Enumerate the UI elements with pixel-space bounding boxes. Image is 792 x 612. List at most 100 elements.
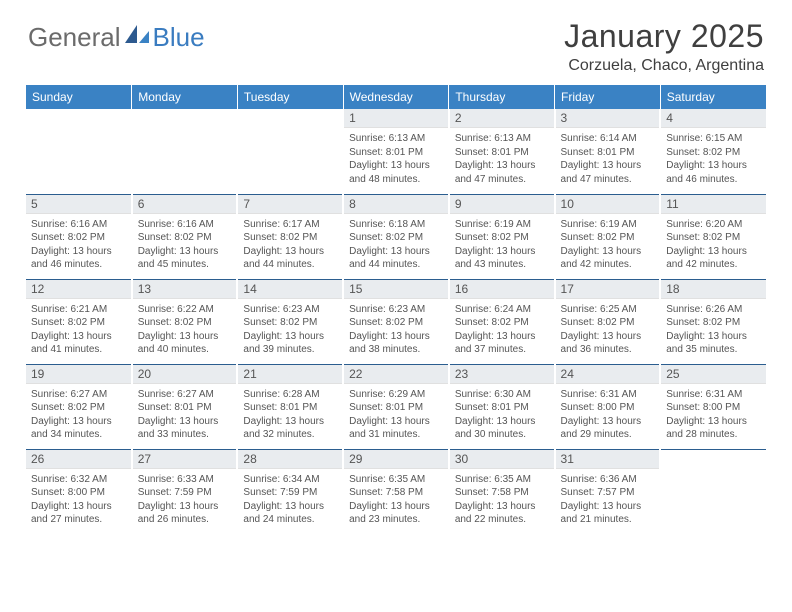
daylight-line: Daylight: 13 hours and 45 minutes. — [138, 245, 232, 272]
day-details: Sunrise: 6:32 AMSunset: 8:00 PMDaylight:… — [26, 469, 131, 529]
calendar-week-row: 26Sunrise: 6:32 AMSunset: 8:00 PMDayligh… — [26, 449, 766, 534]
calendar-cell: 3Sunrise: 6:14 AMSunset: 8:01 PMDaylight… — [555, 109, 661, 194]
daylight-line: Daylight: 13 hours and 37 minutes. — [455, 330, 549, 357]
day-details: Sunrise: 6:33 AMSunset: 7:59 PMDaylight:… — [133, 469, 237, 529]
calendar-week-row: 19Sunrise: 6:27 AMSunset: 8:02 PMDayligh… — [26, 364, 766, 449]
daylight-line: Daylight: 13 hours and 36 minutes. — [561, 330, 655, 357]
sunrise-line: Sunrise: 6:29 AM — [349, 388, 443, 402]
daylight-line: Daylight: 13 hours and 47 minutes. — [455, 159, 549, 186]
day-details: Sunrise: 6:25 AMSunset: 8:02 PMDaylight:… — [556, 299, 660, 359]
day-details: Sunrise: 6:21 AMSunset: 8:02 PMDaylight:… — [26, 299, 131, 359]
day-number: 26 — [26, 450, 131, 469]
sunset-line: Sunset: 8:01 PM — [455, 401, 549, 415]
day-number: 28 — [238, 450, 342, 469]
sunrise-line: Sunrise: 6:14 AM — [561, 132, 655, 146]
day-details: Sunrise: 6:13 AMSunset: 8:01 PMDaylight:… — [450, 128, 554, 188]
calendar-cell: 2Sunrise: 6:13 AMSunset: 8:01 PMDaylight… — [449, 109, 555, 194]
calendar-cell: 21Sunrise: 6:28 AMSunset: 8:01 PMDayligh… — [237, 364, 343, 449]
header: General Blue January 2025 Corzuela, Chac… — [0, 0, 792, 77]
day-details: Sunrise: 6:30 AMSunset: 8:01 PMDaylight:… — [450, 384, 554, 444]
sunset-line: Sunset: 8:01 PM — [138, 401, 232, 415]
day-details: Sunrise: 6:23 AMSunset: 8:02 PMDaylight:… — [344, 299, 448, 359]
daylight-line: Daylight: 13 hours and 39 minutes. — [243, 330, 337, 357]
sunrise-line: Sunrise: 6:22 AM — [138, 303, 232, 317]
daylight-line: Daylight: 13 hours and 28 minutes. — [666, 415, 761, 442]
daylight-line: Daylight: 13 hours and 47 minutes. — [561, 159, 655, 186]
calendar-cell — [132, 109, 238, 194]
logo: General Blue — [28, 22, 205, 53]
daylight-line: Daylight: 13 hours and 42 minutes. — [666, 245, 761, 272]
sunset-line: Sunset: 8:02 PM — [31, 316, 126, 330]
calendar-cell: 5Sunrise: 6:16 AMSunset: 8:02 PMDaylight… — [26, 194, 132, 279]
daylight-line: Daylight: 13 hours and 21 minutes. — [561, 500, 655, 527]
sunset-line: Sunset: 7:57 PM — [561, 486, 655, 500]
sunrise-line: Sunrise: 6:23 AM — [349, 303, 443, 317]
day-header-row: Sunday Monday Tuesday Wednesday Thursday… — [26, 85, 766, 109]
day-details: Sunrise: 6:27 AMSunset: 8:01 PMDaylight:… — [133, 384, 237, 444]
sunset-line: Sunset: 8:02 PM — [31, 401, 126, 415]
day-details: Sunrise: 6:22 AMSunset: 8:02 PMDaylight:… — [133, 299, 237, 359]
day-number: 23 — [450, 365, 554, 384]
calendar-cell: 17Sunrise: 6:25 AMSunset: 8:02 PMDayligh… — [555, 279, 661, 364]
sunrise-line: Sunrise: 6:36 AM — [561, 473, 655, 487]
calendar-cell: 26Sunrise: 6:32 AMSunset: 8:00 PMDayligh… — [26, 449, 132, 534]
sunrise-line: Sunrise: 6:21 AM — [31, 303, 126, 317]
sunset-line: Sunset: 8:01 PM — [349, 401, 443, 415]
day-number: 18 — [661, 280, 766, 299]
day-details: Sunrise: 6:35 AMSunset: 7:58 PMDaylight:… — [450, 469, 554, 529]
sunrise-line: Sunrise: 6:16 AM — [31, 218, 126, 232]
daylight-line: Daylight: 13 hours and 33 minutes. — [138, 415, 232, 442]
day-details: Sunrise: 6:35 AMSunset: 7:58 PMDaylight:… — [344, 469, 448, 529]
daylight-line: Daylight: 13 hours and 46 minutes. — [666, 159, 761, 186]
day-number: 27 — [133, 450, 237, 469]
calendar-cell: 13Sunrise: 6:22 AMSunset: 8:02 PMDayligh… — [132, 279, 238, 364]
day-details: Sunrise: 6:36 AMSunset: 7:57 PMDaylight:… — [556, 469, 660, 529]
day-details: Sunrise: 6:31 AMSunset: 8:00 PMDaylight:… — [556, 384, 660, 444]
day-number: 29 — [344, 450, 448, 469]
day-header: Wednesday — [343, 85, 449, 109]
day-number: 5 — [26, 195, 131, 214]
sunset-line: Sunset: 8:01 PM — [561, 146, 655, 160]
day-details: Sunrise: 6:20 AMSunset: 8:02 PMDaylight:… — [661, 214, 766, 274]
sunrise-line: Sunrise: 6:25 AM — [561, 303, 655, 317]
calendar-cell: 15Sunrise: 6:23 AMSunset: 8:02 PMDayligh… — [343, 279, 449, 364]
day-number: 25 — [661, 365, 766, 384]
day-number: 12 — [26, 280, 131, 299]
sunset-line: Sunset: 8:02 PM — [561, 316, 655, 330]
daylight-line: Daylight: 13 hours and 34 minutes. — [31, 415, 126, 442]
daylight-line: Daylight: 13 hours and 44 minutes. — [243, 245, 337, 272]
calendar-week-row: 12Sunrise: 6:21 AMSunset: 8:02 PMDayligh… — [26, 279, 766, 364]
calendar-cell: 14Sunrise: 6:23 AMSunset: 8:02 PMDayligh… — [237, 279, 343, 364]
sunset-line: Sunset: 7:59 PM — [138, 486, 232, 500]
day-number: 2 — [450, 109, 554, 128]
sunrise-line: Sunrise: 6:24 AM — [455, 303, 549, 317]
sunset-line: Sunset: 8:02 PM — [349, 316, 443, 330]
sunrise-line: Sunrise: 6:19 AM — [561, 218, 655, 232]
daylight-line: Daylight: 13 hours and 44 minutes. — [349, 245, 443, 272]
sunset-line: Sunset: 8:02 PM — [243, 231, 337, 245]
daylight-line: Daylight: 13 hours and 43 minutes. — [455, 245, 549, 272]
logo-text-general: General — [28, 22, 121, 53]
day-number: 20 — [133, 365, 237, 384]
sunrise-line: Sunrise: 6:34 AM — [243, 473, 337, 487]
calendar-cell: 9Sunrise: 6:19 AMSunset: 8:02 PMDaylight… — [449, 194, 555, 279]
daylight-line: Daylight: 13 hours and 27 minutes. — [31, 500, 126, 527]
day-details: Sunrise: 6:19 AMSunset: 8:02 PMDaylight:… — [450, 214, 554, 274]
calendar-body: 1Sunrise: 6:13 AMSunset: 8:01 PMDaylight… — [26, 109, 766, 534]
sunrise-line: Sunrise: 6:13 AM — [349, 132, 443, 146]
daylight-line: Daylight: 13 hours and 24 minutes. — [243, 500, 337, 527]
day-number: 4 — [661, 109, 766, 128]
daylight-line: Daylight: 13 hours and 35 minutes. — [666, 330, 761, 357]
sunrise-line: Sunrise: 6:13 AM — [455, 132, 549, 146]
calendar-cell: 24Sunrise: 6:31 AMSunset: 8:00 PMDayligh… — [555, 364, 661, 449]
sunset-line: Sunset: 8:02 PM — [666, 316, 761, 330]
sunrise-line: Sunrise: 6:23 AM — [243, 303, 337, 317]
calendar-cell: 1Sunrise: 6:13 AMSunset: 8:01 PMDaylight… — [343, 109, 449, 194]
sail-icon — [123, 23, 151, 52]
day-number: 14 — [238, 280, 342, 299]
calendar-cell: 6Sunrise: 6:16 AMSunset: 8:02 PMDaylight… — [132, 194, 238, 279]
day-number: 17 — [556, 280, 660, 299]
calendar-cell — [660, 449, 766, 534]
day-header: Tuesday — [237, 85, 343, 109]
sunset-line: Sunset: 8:02 PM — [349, 231, 443, 245]
